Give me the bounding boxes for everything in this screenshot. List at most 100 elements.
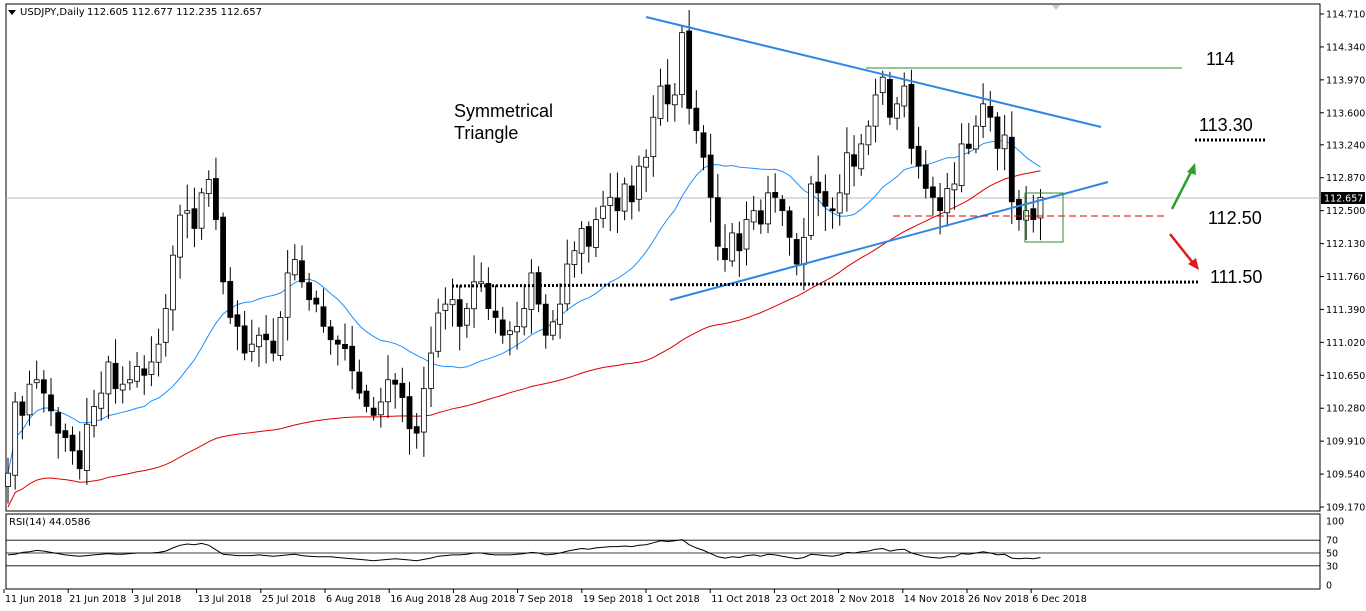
candle-bearish: [413, 426, 420, 434]
candle-bearish: [342, 344, 348, 349]
candle-bullish: [836, 192, 843, 214]
candle-bearish: [234, 314, 241, 327]
time-axis: 11 Jun 2018 21 Jun 2018 3 Jul 2018 13 Jul 2…: [3, 589, 1087, 605]
candle-bullish: [557, 303, 563, 325]
candle-bullish: [277, 317, 284, 356]
candle-bearish: [757, 210, 764, 225]
time-tick-label: 21 Jun 2018: [69, 594, 126, 605]
time-tick-label: 19 Sep 2018: [583, 594, 643, 605]
price-tick-label: 114.710: [1326, 10, 1365, 21]
rsi-tick-label: 70: [1326, 536, 1338, 547]
level-114-label: 114: [1206, 49, 1235, 69]
candle-bullish: [865, 125, 872, 146]
candle-bullish: [126, 379, 133, 384]
highlight-box[interactable]: [1024, 192, 1064, 243]
candle-bearish: [1016, 199, 1022, 220]
candle-bullish: [26, 383, 33, 416]
candle-bullish: [177, 214, 183, 258]
candle-bearish: [700, 132, 707, 158]
candle-bearish: [213, 178, 219, 220]
candle-bearish: [363, 390, 370, 407]
candle-bearish: [227, 280, 234, 318]
candle-bearish: [370, 407, 377, 416]
rsi-tick-label: 0: [1326, 581, 1332, 592]
candle-bullish: [980, 103, 987, 127]
candle-bullish: [858, 143, 865, 170]
candle-bullish: [514, 325, 520, 333]
price-tick-label: 109.910: [1326, 437, 1365, 448]
candle-bullish: [901, 85, 908, 107]
up-arrow-icon: [1170, 163, 1196, 210]
rsi-levels: [6, 539, 1320, 567]
level-111-50-label: 111.50: [1210, 267, 1262, 287]
candle-bullish: [944, 188, 951, 214]
time-tick-label: 25 Jul 2018: [262, 594, 316, 605]
candle-bullish: [449, 299, 456, 306]
candle-bullish: [743, 219, 750, 250]
candle-bearish: [492, 310, 499, 318]
price-tick-label: 110.280: [1326, 404, 1365, 415]
candle-bullish: [550, 321, 556, 336]
candle-bullish: [800, 236, 807, 265]
candle-bullish: [607, 196, 614, 206]
candle-bullish: [872, 94, 879, 127]
candle-bullish: [636, 165, 642, 200]
candle-bearish: [334, 339, 341, 345]
candle-bearish: [499, 319, 506, 336]
candle-bearish: [55, 412, 62, 434]
triangle-upper-trendline[interactable]: [645, 16, 1102, 128]
candle-bullish: [5, 472, 11, 487]
candle-bullish: [248, 343, 255, 352]
candle-bearish: [779, 199, 786, 212]
price-tick-label: 111.020: [1326, 338, 1365, 349]
candle-bearish: [937, 197, 943, 212]
collapse-triangle-icon[interactable]: [8, 10, 16, 15]
candle-bullish: [98, 392, 105, 409]
candle-bearish: [793, 239, 800, 265]
candle-bullish: [578, 228, 585, 254]
candle-bearish: [707, 154, 714, 198]
level-111-50-dotted-line[interactable]: [451, 280, 1201, 288]
candle-bearish: [535, 272, 542, 305]
candle-bullish: [33, 379, 40, 384]
candle-bearish: [356, 371, 363, 394]
candle-bullish: [951, 183, 958, 191]
candle-bullish: [765, 192, 771, 225]
candle-bearish: [313, 297, 320, 305]
candle-bearish: [693, 107, 700, 131]
level-113-30-label: 113.30: [1199, 115, 1253, 135]
candle-bearish: [664, 84, 671, 105]
rsi-tick-label: 100: [1326, 517, 1344, 528]
candle-bearish: [851, 154, 857, 167]
candle-bearish: [141, 368, 148, 376]
rsi-tick-label: 30: [1326, 561, 1338, 572]
candle-bearish: [399, 382, 406, 398]
time-tick-label: 11 Oct 2018: [711, 594, 770, 605]
candle-bullish: [1037, 196, 1044, 219]
candle-bullish: [679, 32, 685, 96]
candle-bullish: [155, 343, 162, 363]
candle-bullish: [958, 143, 965, 186]
candle-bearish: [76, 450, 83, 470]
triangle-lower-trendline[interactable]: [669, 181, 1109, 301]
candle-bullish: [420, 388, 427, 433]
candle-bearish: [628, 185, 635, 203]
candle-bullish: [478, 281, 485, 285]
candle-bullish: [750, 210, 757, 223]
candle-bullish: [1023, 210, 1030, 221]
candle-bullish: [83, 423, 90, 471]
candle-bearish: [829, 208, 836, 212]
candle-bullish: [894, 103, 900, 119]
candle-bearish: [191, 208, 198, 229]
rsi-panel: [5, 513, 1321, 590]
candle-bearish: [112, 362, 119, 390]
candle-bearish: [349, 345, 356, 372]
candle-bullish: [284, 272, 291, 318]
ma-fast-line: [7, 140, 1041, 474]
candle-bullish: [879, 76, 886, 94]
candle-bearish: [306, 282, 313, 301]
candle-bullish: [12, 401, 19, 476]
candle-bearish: [585, 226, 592, 247]
candles: [5, 9, 1044, 504]
candle-bullish: [621, 183, 628, 212]
